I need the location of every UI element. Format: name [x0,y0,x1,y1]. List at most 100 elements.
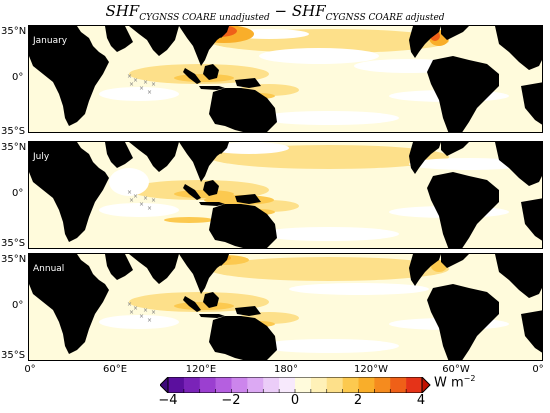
colorbar-box [279,377,296,393]
significance-marker: × [133,77,138,84]
colorbar [160,377,431,393]
arabia-land [105,142,133,168]
lon-label: 60°W [442,364,470,375]
colorbar-box [183,377,201,393]
southeast-asia-land [179,254,229,294]
southern-africa-east-land [521,310,542,353]
lat-label-south: 35°S [1,350,26,361]
significance-marker: × [127,189,132,196]
map-panel-annual: × × × × × × × Annual [28,253,543,361]
lat-label-north: 35°N [1,254,27,265]
warm-patch-indian-ocean [129,180,269,200]
white-patch-northwest-pacific [209,142,289,154]
significance-marker: × [147,317,152,324]
significance-marker: × [133,305,138,312]
lon-label: 120°E [185,364,217,375]
japan-land [215,254,229,266]
sumatra-island [183,296,201,312]
africa-land [29,26,109,126]
colorbar-tick: 0 [290,393,300,408]
warm-band-indian-ocean [174,74,234,82]
colorbar-box [199,377,216,393]
lon-label: 0° [532,364,544,375]
significance-marker: × [129,197,134,204]
arabia-land [105,26,133,52]
west-africa-land [495,26,542,70]
borneo-island [203,292,219,308]
significance-marker: × [143,195,148,202]
panel-label-annual: Annual [31,263,67,276]
colorbar-tick: −4 [158,393,178,408]
southeast-asia-land [179,142,229,182]
colorbar-box [326,377,343,393]
map-annual: ××××××× [29,254,542,360]
colorbar-box [358,377,375,393]
significance-marker: × [151,197,156,204]
lat-label-equator: 0° [12,300,24,311]
australia-land [209,204,277,248]
significance-marker: × [129,81,134,88]
lat-label-equator: 0° [12,72,24,83]
significance-marker: × [127,73,132,80]
central-america-land [409,254,441,286]
significance-marker: × [147,89,152,96]
south-america-land [427,56,499,132]
significance-marker: × [139,201,144,208]
colorbar-box [263,377,280,393]
central-america-land [409,142,441,174]
white-patch-indian-ocean [99,315,179,329]
colorbar-box [390,377,407,393]
figure-title: SHFCYGNSS COARE unadjusted − SHFCYGNSS C… [105,2,445,23]
west-africa-land [495,254,542,298]
lat-label-south: 35°S [1,238,26,249]
lon-label: 60°E [102,364,128,375]
africa-land [29,142,109,242]
japan-land [215,26,229,38]
australia-land [209,316,277,360]
new-guinea-island [235,194,261,204]
white-patch-north-atlantic [409,158,529,170]
colorbar-box [215,377,232,393]
north-america-east-land [441,26,469,40]
map-july: ××××××× [29,142,542,248]
colorbar-box [231,377,248,393]
warm-patch-indian-ocean [129,292,269,312]
india-land [129,26,179,56]
significance-marker: × [143,79,148,86]
colorbar-box [310,377,328,393]
white-patch-indian-ocean [99,87,179,101]
significance-marker: × [151,309,156,316]
central-america-land [409,26,441,58]
borneo-island [203,180,219,196]
west-africa-land [495,142,542,186]
lon-label: 120°W [354,364,388,375]
colorbar-tick: −2 [221,393,241,408]
significance-marker: × [133,193,138,200]
significance-marker: × [139,85,144,92]
lon-label: 180° [273,364,299,375]
new-guinea-island [235,78,261,88]
white-patch-south-pacific [259,339,399,353]
white-patch-north-pacific [289,283,429,295]
warm-band-indian-ocean [174,302,234,310]
warm-band-south-indian-ocean [164,217,214,223]
significance-marker: × [127,301,132,308]
java-island [199,314,225,318]
colorbar-low-extension [160,377,169,393]
southern-africa-east-land [521,198,542,241]
colorbar-box [247,377,264,393]
significance-marker: × [139,313,144,320]
lat-label-north: 35°N [1,26,27,37]
map-january: ××××××× [29,26,542,132]
north-america-east-land [441,254,469,268]
significance-marker: × [143,307,148,314]
india-land [129,142,179,172]
colorbar-unit: W m−2 [434,374,476,391]
lat-label-north: 35°N [1,142,27,153]
panel-label-july: July [31,151,52,164]
africa-land [29,254,109,354]
white-patch-south-pacific [259,227,399,241]
lon-label: 0° [24,364,36,375]
india-land [129,254,179,284]
australia-land [209,88,277,132]
